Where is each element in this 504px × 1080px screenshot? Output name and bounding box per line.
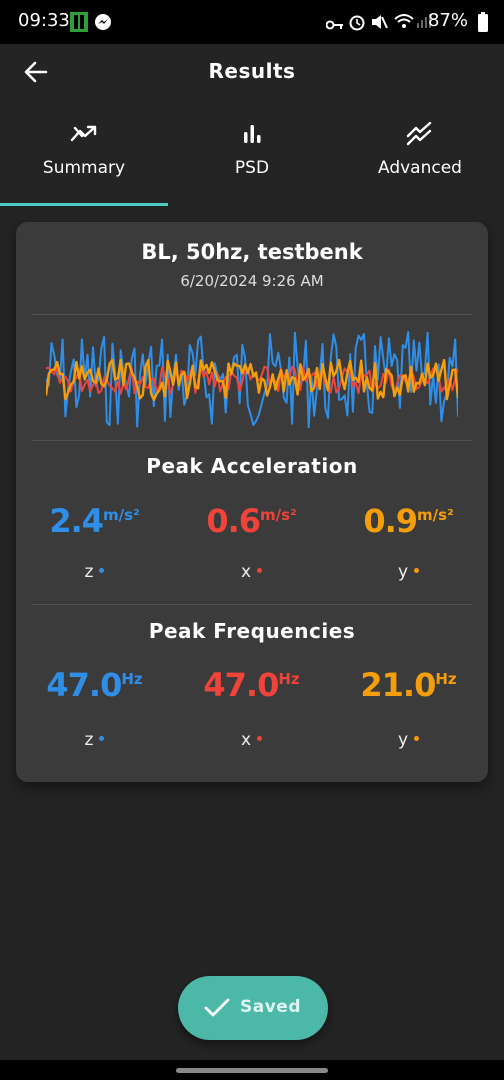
system-nav-bar [0, 1060, 504, 1080]
frequency-z: 47.0Hz [16, 666, 173, 704]
app-bar: Results [0, 44, 504, 102]
battery-level: 87% [427, 10, 468, 31]
peak-frequencies-values: 47.0Hz 47.0Hz 21.0Hz [16, 666, 488, 706]
legend-dot [414, 567, 420, 573]
app-notification-icon [70, 12, 88, 36]
checkmark-icon [204, 998, 230, 1017]
double-trend-icon [406, 122, 432, 146]
legend-dot [257, 735, 263, 741]
tab-advanced-label: Advanced [378, 158, 462, 178]
acceleration-unit: m/s² [260, 506, 297, 524]
tab-summary-label: Summary [42, 158, 126, 178]
frequency-x-value: 47.0 [203, 666, 279, 704]
alarm-icon [348, 13, 366, 35]
key-icon [325, 16, 344, 35]
axis-label-z: z [16, 730, 173, 750]
frequency-x: 47.0Hz [173, 666, 330, 704]
axis-label-y: y [330, 730, 487, 750]
wifi-icon [394, 13, 414, 33]
home-gesture-handle[interactable] [176, 1068, 328, 1073]
peak-acceleration-title: Peak Acceleration [146, 454, 358, 478]
active-tab-indicator [0, 203, 168, 206]
battery-icon [478, 12, 488, 36]
waveform-y-trace [46, 358, 458, 401]
frequency-unit: Hz [121, 670, 143, 688]
saved-button[interactable]: Saved [178, 976, 328, 1040]
tab-psd[interactable]: PSD [168, 108, 336, 206]
status-time: 09:33 [18, 10, 70, 31]
peak-acceleration-values: 2.4m/s² 0.6m/s² 0.9m/s² [16, 502, 488, 542]
axis-label-x: x [173, 562, 330, 582]
axis-name: z [84, 730, 94, 750]
acceleration-z-value: 2.4 [49, 502, 104, 540]
acceleration-unit: m/s² [103, 506, 140, 524]
legend-dot [99, 567, 105, 573]
results-card: BL, 50hz, testbenk 6/20/2024 9:26 AM Pea… [16, 222, 488, 782]
tab-advanced[interactable]: Advanced [336, 108, 504, 206]
legend-dot [414, 735, 420, 741]
divider [32, 604, 472, 605]
legend-dot [257, 567, 263, 573]
tab-bar: Summary PSD Advanced [0, 108, 504, 206]
messenger-icon [94, 13, 112, 35]
divider [32, 314, 472, 315]
axis-name: z [84, 562, 94, 582]
acceleration-x: 0.6m/s² [173, 502, 330, 540]
divider [32, 440, 472, 441]
trending-icon [70, 125, 97, 142]
axis-label-z: z [16, 562, 173, 582]
axis-name: x [240, 562, 252, 582]
frequency-axis-labels: z x y [16, 730, 488, 754]
acceleration-unit: m/s² [417, 506, 454, 524]
vibration-waveform [46, 331, 458, 429]
tab-summary[interactable]: Summary [0, 108, 168, 206]
acceleration-y: 0.9m/s² [330, 502, 487, 540]
arrow-left-icon[interactable] [22, 58, 50, 86]
acceleration-z: 2.4m/s² [16, 502, 173, 540]
frequency-z-value: 47.0 [46, 666, 122, 704]
recording-title: BL, 50hz, testbenk [141, 240, 363, 264]
axis-name: y [397, 562, 409, 582]
axis-name: x [240, 730, 252, 750]
axis-label-x: x [173, 730, 330, 750]
acceleration-x-value: 0.6 [206, 502, 261, 540]
acceleration-y-value: 0.9 [363, 502, 418, 540]
peak-frequencies-title: Peak Frequencies [148, 619, 356, 643]
page-title: Results [208, 59, 296, 83]
status-bar: 09:33 87% [0, 0, 504, 44]
frequency-unit: Hz [435, 670, 457, 688]
saved-button-label: Saved [240, 997, 301, 1017]
frequency-unit: Hz [278, 670, 300, 688]
axis-name: y [397, 730, 409, 750]
acceleration-axis-labels: z x y [16, 562, 488, 586]
frequency-y-value: 21.0 [360, 666, 436, 704]
tab-psd-label: PSD [234, 158, 270, 178]
frequency-y: 21.0Hz [330, 666, 487, 704]
signal-icon [416, 13, 432, 33]
axis-label-y: y [330, 562, 487, 582]
bar-chart-icon [244, 125, 261, 143]
legend-dot [99, 735, 105, 741]
recording-date: 6/20/2024 9:26 AM [180, 272, 324, 290]
mute-icon [370, 13, 388, 35]
